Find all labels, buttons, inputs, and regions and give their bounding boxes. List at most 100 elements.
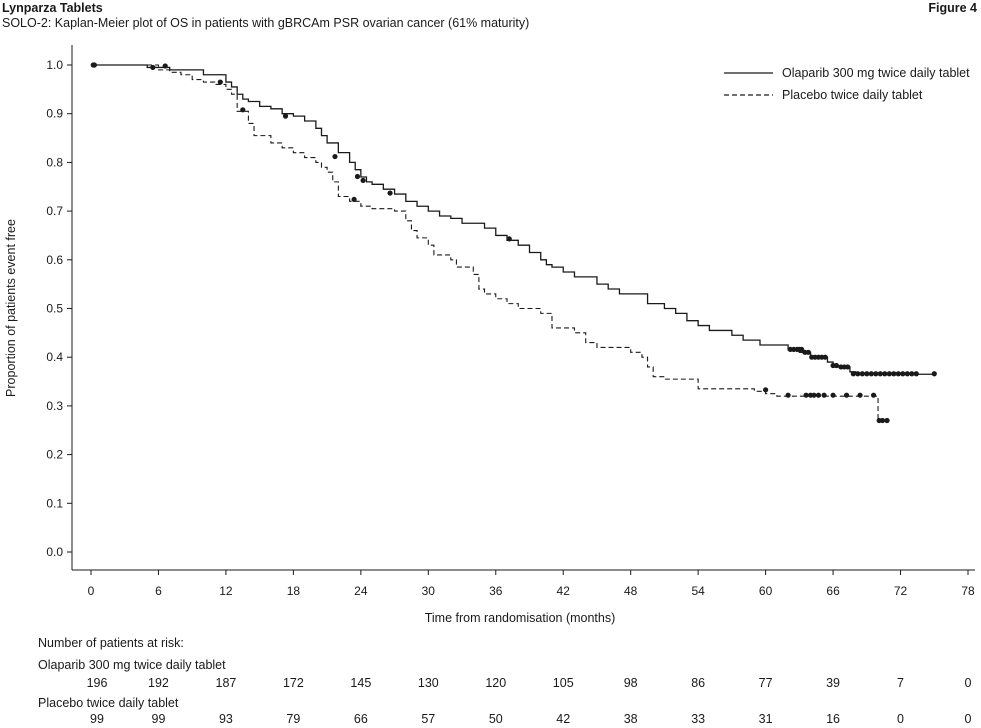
series-placebo <box>91 62 890 424</box>
y-tick-label: 0.8 <box>46 155 63 169</box>
censor-mark <box>879 417 886 424</box>
censor-mark <box>909 371 915 377</box>
censor-mark <box>850 371 856 377</box>
y-tick-label: 0.2 <box>46 448 63 462</box>
y-tick-label: 0.5 <box>46 302 63 316</box>
x-tick-label: 66 <box>826 584 840 598</box>
censor-mark <box>864 371 870 377</box>
x-tick-label: 48 <box>624 584 638 598</box>
figure-number: Figure 4 <box>928 1 977 15</box>
y-tick-label: 1.0 <box>46 58 63 72</box>
risk-count: 50 <box>488 712 503 726</box>
censor-mark <box>815 392 822 398</box>
censor-mark <box>803 392 809 398</box>
censor-mark <box>811 392 817 398</box>
y-axis-label: Proportion of patients event free <box>4 219 18 397</box>
censor-mark <box>859 371 865 377</box>
censor-mark <box>900 371 906 377</box>
x-tick-label: 24 <box>354 584 368 598</box>
risk-count: 187 <box>215 676 237 690</box>
risk-count: 196 <box>86 676 108 690</box>
censor-mark <box>855 371 861 377</box>
censor-mark <box>354 173 361 180</box>
risk-table-heading: Number of patients at risk: <box>38 636 184 650</box>
legend: Olaparib 300 mg twice daily tablet Placeb… <box>724 66 970 102</box>
censor-mark <box>240 107 246 113</box>
censor-mark <box>217 79 223 85</box>
risk-count: 130 <box>417 676 439 690</box>
censor-mark <box>91 62 97 68</box>
censor-mark <box>822 354 828 360</box>
risk-count: 66 <box>353 712 368 726</box>
risk-count: 99 <box>90 712 104 726</box>
censor-mark <box>886 371 892 377</box>
km-plot: 0.0 0.1 0.2 0.3 0.4 0.5 0.6 0.7 0.8 0.9 1.0 0 6 12 18 2… <box>4 45 975 625</box>
x-tick-label: 12 <box>219 584 233 598</box>
risk-count: 98 <box>623 676 638 690</box>
censor-mark <box>873 371 879 377</box>
y-tick-label: 0.6 <box>46 253 63 267</box>
series-olaparib <box>90 62 937 377</box>
censor-mark <box>506 236 512 242</box>
censor-mark <box>913 371 919 377</box>
risk-row-label: Olaparib 300 mg twice daily tablet <box>38 658 226 672</box>
legend-label: Placebo twice daily tablet <box>782 88 923 102</box>
y-tick-label: 0.4 <box>46 350 63 364</box>
censor-mark <box>763 387 769 393</box>
risk-count: 31 <box>758 712 773 726</box>
x-tick-label: 78 <box>961 584 975 598</box>
censor-mark <box>904 371 910 377</box>
censor-mark <box>351 196 357 203</box>
x-tick-label: 0 <box>88 584 95 598</box>
y-tick-label: 0.3 <box>46 399 63 413</box>
censor-mark <box>332 153 338 160</box>
risk-count: 16 <box>826 712 841 726</box>
censor-mark <box>282 113 289 119</box>
censor-mark <box>162 63 168 69</box>
censor-mark <box>805 349 811 355</box>
censor-mark <box>830 392 836 398</box>
censor-mark <box>857 392 863 398</box>
risk-count: 57 <box>421 712 436 726</box>
x-tick-label: 54 <box>691 584 705 598</box>
censor-mark <box>150 64 156 71</box>
censor-mark <box>798 346 805 353</box>
censor-mark <box>360 177 366 184</box>
risk-count: 39 <box>826 676 841 690</box>
risk-count: 0 <box>897 712 905 726</box>
x-tick-label: 72 <box>894 584 908 598</box>
censor-mark <box>884 417 890 424</box>
risk-count: 79 <box>286 712 301 726</box>
risk-count: 33 <box>691 712 706 726</box>
risk-count: 0 <box>964 712 972 726</box>
risk-count: 38 <box>623 712 638 726</box>
risk-count: 172 <box>282 676 304 690</box>
censor-mark <box>931 371 937 377</box>
y-tick-label: 0.9 <box>46 107 63 121</box>
censor-mark <box>387 190 393 196</box>
x-axis-label: Time from randomisation (months) <box>425 611 616 625</box>
legend-label: Olaparib 300 mg twice daily tablet <box>782 66 970 80</box>
censor-mark <box>868 371 874 377</box>
risk-count: 93 <box>218 712 233 726</box>
axes: 0.0 0.1 0.2 0.3 0.4 0.5 0.6 0.7 0.8 0.9 1.0 0 6 12 18 2… <box>4 45 975 625</box>
censor-mark <box>845 364 851 370</box>
x-tick-label: 18 <box>287 584 301 598</box>
risk-count: 120 <box>485 676 507 690</box>
censor-mark <box>891 371 897 377</box>
series-layer <box>90 62 937 424</box>
censor-mark <box>821 392 827 398</box>
risk-count: 86 <box>691 676 706 690</box>
censor-mark <box>877 371 883 377</box>
censor-mark <box>843 392 850 398</box>
risk-count: 77 <box>758 676 773 690</box>
censor-mark <box>833 362 840 369</box>
y-tick-label: 0.1 <box>46 496 63 510</box>
x-tick-label: 42 <box>557 584 571 598</box>
x-tick-label: 30 <box>422 584 436 598</box>
censor-mark <box>895 371 901 377</box>
risk-count: 192 <box>148 676 169 690</box>
censor-mark <box>882 371 888 377</box>
y-tick-label: 0.7 <box>46 204 63 218</box>
figure-caption: SOLO-2: Kaplan-Meier plot of OS in patie… <box>2 16 530 30</box>
